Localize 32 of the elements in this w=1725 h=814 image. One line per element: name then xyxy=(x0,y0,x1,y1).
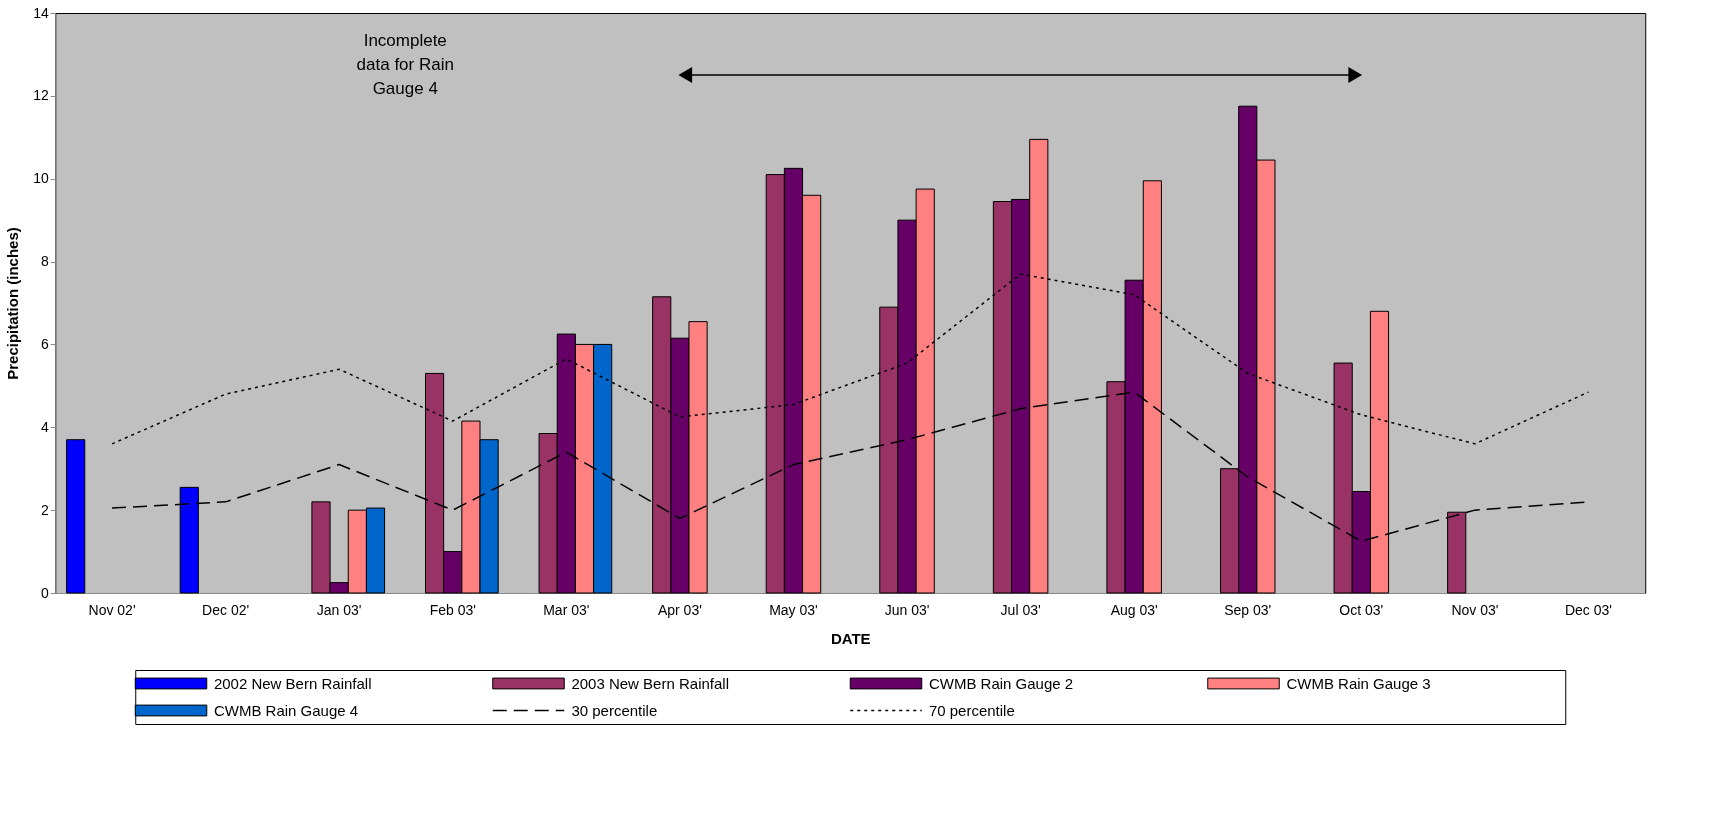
legend-label: 30 percentile xyxy=(571,701,658,719)
legend-label: CWMB Rain Gauge 3 xyxy=(1286,674,1431,692)
x-tick-label: Feb 03' xyxy=(429,601,476,618)
x-tick-label: May 03' xyxy=(769,601,818,618)
x-tick-label: Jan 03' xyxy=(316,601,362,618)
y-tick-label: 4 xyxy=(40,418,49,435)
x-tick-label: Dec 02' xyxy=(202,601,250,618)
legend-label: CWMB Rain Gauge 2 xyxy=(928,674,1074,692)
y-tick-label: 12 xyxy=(33,87,49,104)
legend-label: 2003 New Bern Rainfall xyxy=(571,674,729,692)
legend-label: 2002 New Bern Rainfall xyxy=(213,674,372,692)
y-tick-label: 10 xyxy=(33,170,49,187)
legend-label: CWMB Rain Gauge 4 xyxy=(213,701,359,719)
x-axis-title: DATE xyxy=(830,629,871,647)
x-tick-label: Jul 03' xyxy=(1000,601,1041,618)
y-tick-label: 6 xyxy=(40,335,49,352)
y-tick-label: 14 xyxy=(33,4,49,21)
x-tick-label: Sep 03' xyxy=(1224,601,1272,618)
y-axis-title: Precipitation (inches) xyxy=(4,227,22,380)
x-tick-label: Aug 03' xyxy=(1110,601,1158,618)
y-tick-label: 2 xyxy=(40,501,49,518)
legend-label: 70 percentile xyxy=(928,701,1015,719)
y-tick-label: 0 xyxy=(40,584,49,601)
x-tick-label: Apr 03' xyxy=(657,601,702,618)
x-tick-label: Dec 03' xyxy=(1564,601,1612,618)
x-tick-label: Nov 03' xyxy=(1451,601,1499,618)
x-tick-label: Jun 03' xyxy=(884,601,930,618)
annotation: Incomplete data for Rain Gauge 4 xyxy=(356,31,454,98)
x-tick-label: Mar 03' xyxy=(543,601,590,618)
x-tick-label: Oct 03' xyxy=(1339,601,1384,618)
x-tick-label: Nov 02' xyxy=(88,601,136,618)
y-tick-label: 8 xyxy=(40,253,49,270)
